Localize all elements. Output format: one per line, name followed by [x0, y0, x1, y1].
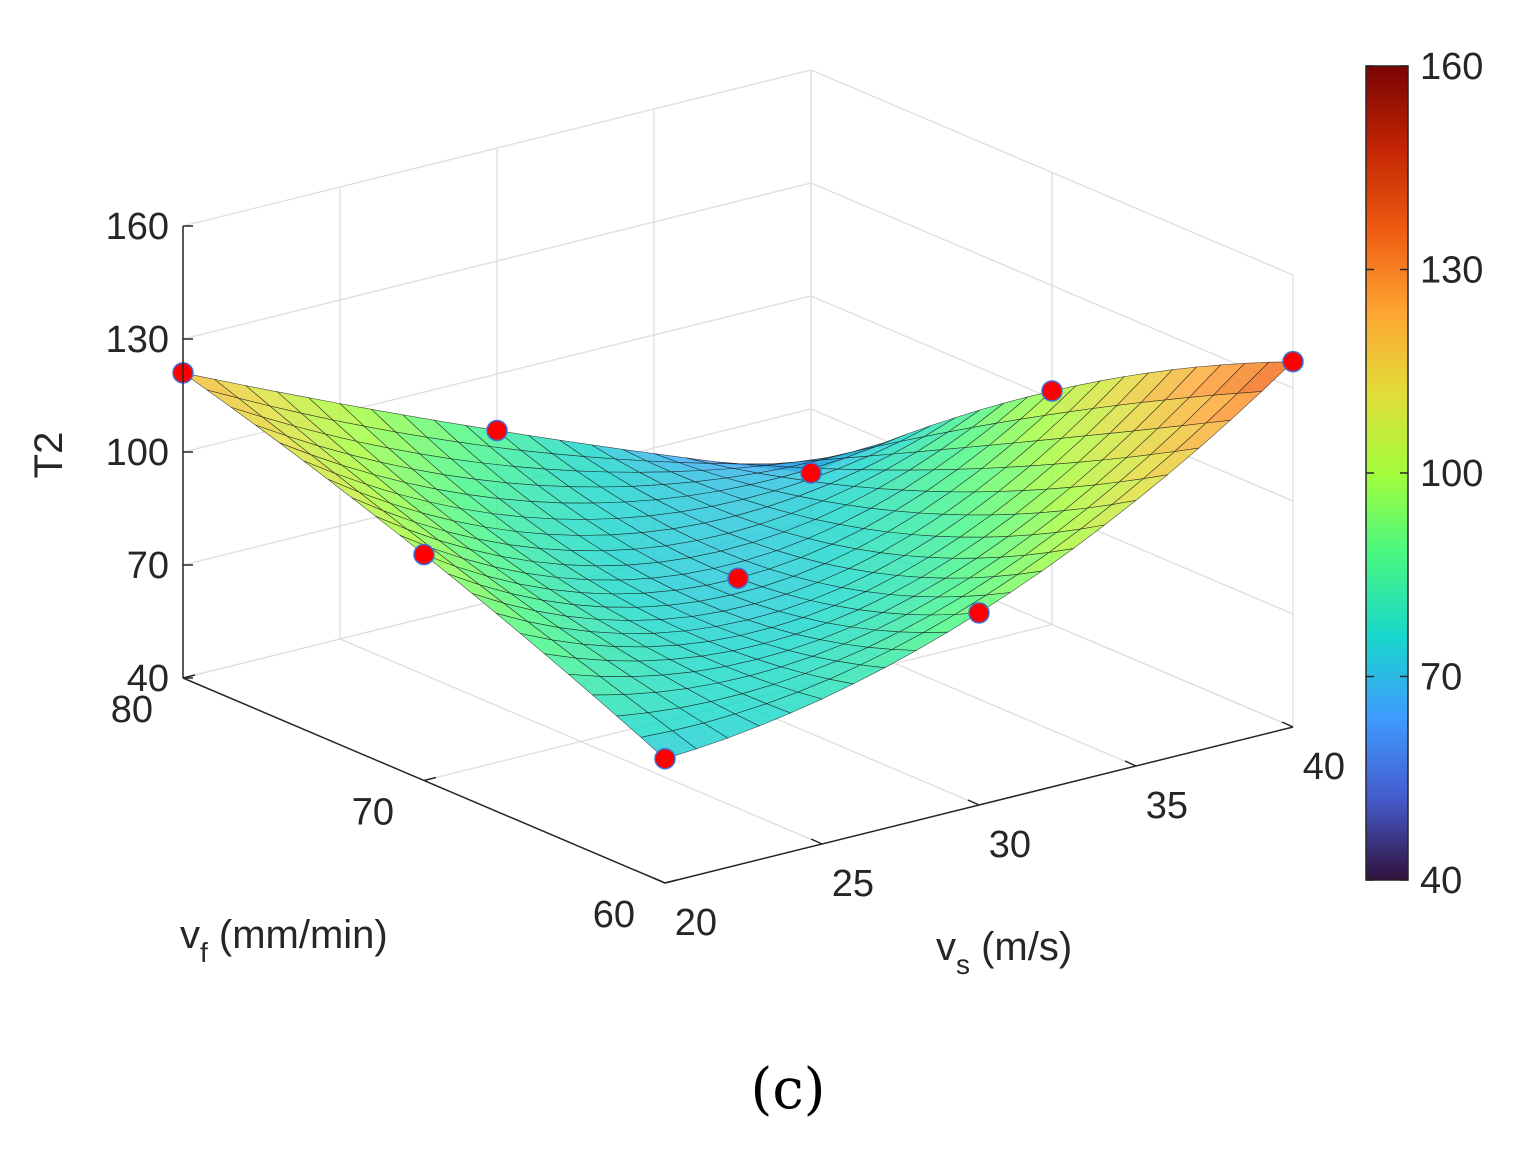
- z-tick-label: 40: [127, 658, 169, 700]
- grid-line: [810, 69, 1294, 276]
- x-axis-label-unit: (m/s): [970, 925, 1072, 969]
- x-axis-label-sub: s: [956, 949, 970, 980]
- vf-tick-label: 70: [352, 792, 394, 834]
- y-axis-label: vf (mm/min): [180, 913, 388, 968]
- colorbar-tick-label: 130: [1420, 250, 1483, 292]
- vf-tick-mark: [182, 674, 196, 679]
- data-point: [968, 602, 990, 624]
- data-point: [654, 747, 676, 770]
- grid-line: [182, 182, 812, 340]
- data-point: [727, 567, 749, 589]
- grid-line: [810, 182, 1294, 389]
- vf-tick-mark: [423, 776, 437, 782]
- vs-tick-mark: [653, 877, 666, 884]
- colorbar-tick-label: 100: [1420, 453, 1483, 495]
- vs-tick-mark: [810, 838, 823, 845]
- colorbar-tick-label: 70: [1420, 657, 1462, 699]
- y-axis-label-unit: (mm/min): [208, 913, 388, 957]
- colorbar-ticks: 40 70 100 130 160: [1366, 46, 1483, 902]
- data-point: [486, 419, 508, 442]
- data-markers: [172, 350, 1304, 770]
- z-axis-label: T2: [27, 432, 71, 479]
- grid-line: [182, 69, 812, 227]
- colorbar-tick-label: 40: [1420, 860, 1462, 902]
- vs-tick-label: 20: [675, 902, 717, 944]
- data-point: [413, 543, 435, 566]
- vf-tick-mark: [664, 879, 678, 884]
- data-point: [1282, 350, 1304, 373]
- surface-patch: [640, 730, 698, 760]
- vs-tick-label: 25: [832, 863, 874, 905]
- vs-tick-mark: [1281, 721, 1294, 728]
- y-axis-label-main: v: [180, 913, 200, 957]
- z-tick-label: 160: [106, 206, 169, 248]
- z-tick-label: 130: [106, 319, 169, 361]
- vs-tick-mark: [1124, 760, 1137, 767]
- vf-tick-label: 60: [593, 894, 635, 936]
- z-tick-label: 70: [127, 545, 169, 587]
- axes: 40 70 100 130 160 60 70 80 20 25 30 35 40: [106, 206, 1345, 944]
- vf-tick-label: 80: [111, 689, 153, 731]
- vs-tick-label: 40: [1303, 746, 1345, 788]
- colorbar-tick-label: 160: [1420, 46, 1483, 88]
- vs-tick-label: 35: [1146, 785, 1188, 827]
- y-axis-label-sub: f: [200, 937, 208, 968]
- z-tick-label: 100: [106, 432, 169, 474]
- vs-tick-mark: [967, 799, 980, 806]
- x-axis-label-main: v: [936, 925, 956, 969]
- figure-caption: (c): [750, 1057, 825, 1122]
- data-point: [800, 462, 822, 484]
- vs-tick-label: 30: [989, 824, 1031, 866]
- response-surface: [182, 361, 1294, 760]
- data-point: [1041, 380, 1063, 402]
- x-axis-label: vs (m/s): [936, 925, 1072, 980]
